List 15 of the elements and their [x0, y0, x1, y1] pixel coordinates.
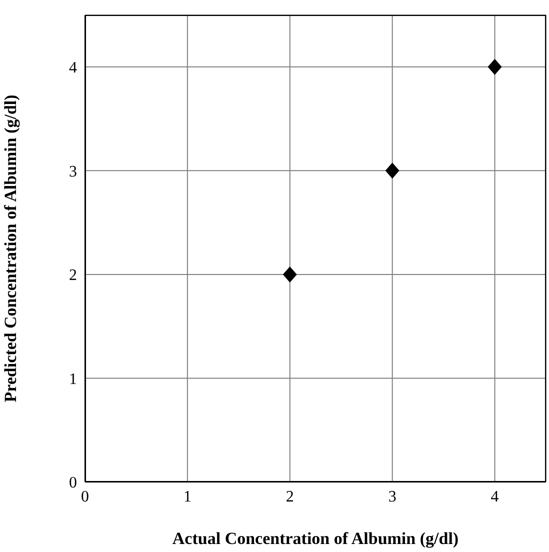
- point: [385, 162, 400, 179]
- y-axis-title: Predicted Concentration of Albumin (g/dl): [1, 94, 20, 402]
- y-tick-label: 4: [69, 60, 77, 77]
- x-tick-label: 3: [388, 488, 396, 506]
- x-tick-label: 1: [183, 488, 192, 506]
- y-tick-label: 1: [69, 370, 77, 388]
- x-tick-label: 4: [490, 488, 499, 506]
- y-tick-label: 0: [69, 474, 77, 492]
- x-tick-label: 2: [286, 488, 294, 506]
- point: [488, 58, 502, 75]
- y-tick-label: 2: [69, 267, 77, 284]
- x-axis-title: Actual Concentration of Albumin (g/dl): [172, 529, 459, 548]
- x-tick-label: 0: [81, 488, 89, 506]
- point: [282, 266, 297, 282]
- y-tick-label: 3: [69, 163, 77, 180]
